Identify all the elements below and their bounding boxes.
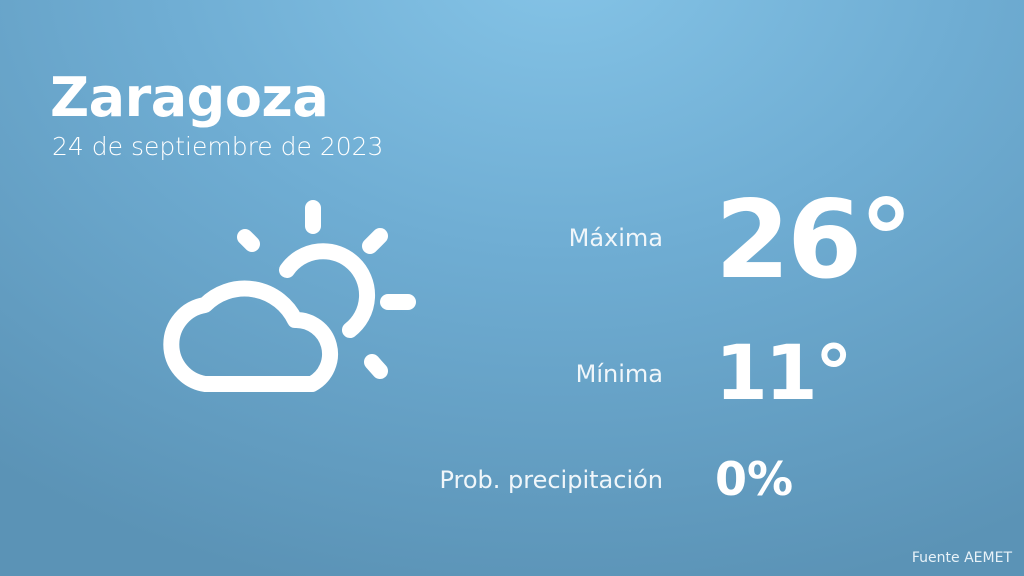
cloud-outline — [163, 280, 338, 392]
sun-ray — [364, 354, 388, 379]
min-temperature: 11° — [715, 328, 853, 417]
sun-ray — [237, 229, 260, 252]
max-label: Máxima — [568, 224, 663, 252]
city-title: Zaragoza — [50, 66, 329, 129]
source-credit: Fuente AEMET — [911, 550, 1012, 566]
precip-label: Prob. precipitación — [439, 466, 663, 494]
sun-ray — [362, 228, 388, 254]
precip-probability: 0% — [715, 452, 794, 506]
min-label: Mínima — [575, 360, 663, 388]
max-temperature: 26° — [715, 178, 913, 303]
sun-arc — [279, 243, 376, 338]
date-subtitle: 24 de septiembre de 2023 — [52, 132, 384, 161]
